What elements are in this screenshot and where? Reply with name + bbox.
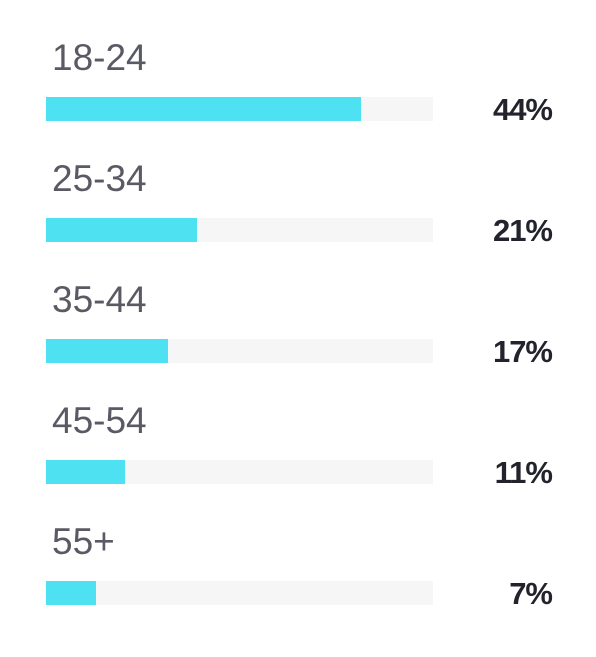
category-label: 18-24 <box>52 37 147 78</box>
category-label: 45-54 <box>52 400 147 441</box>
bar-row: 35-44 17% <box>0 242 596 369</box>
bar-track <box>46 339 433 363</box>
value-label: 7% <box>509 576 553 611</box>
category-label: 55+ <box>52 521 115 562</box>
bar-row: 25-34 21% <box>0 121 596 248</box>
bar-track <box>46 581 433 605</box>
bar <box>46 460 125 484</box>
bar-row: 55+ 7% <box>0 484 596 611</box>
value-label: 17% <box>492 334 553 369</box>
bar-row: 45-54 11% <box>0 363 596 490</box>
bar <box>46 581 96 605</box>
value-label: 21% <box>492 213 553 248</box>
bar-track <box>46 97 433 121</box>
bar <box>46 218 197 242</box>
category-label: 35-44 <box>52 279 147 320</box>
value-label: 11% <box>494 455 553 490</box>
bar-track <box>46 218 433 242</box>
bar <box>46 339 168 363</box>
bar-row: 18-24 44% <box>0 0 596 127</box>
bar <box>46 97 361 121</box>
value-label: 44% <box>492 92 553 127</box>
bar-track <box>46 460 433 484</box>
category-label: 25-34 <box>52 158 147 199</box>
